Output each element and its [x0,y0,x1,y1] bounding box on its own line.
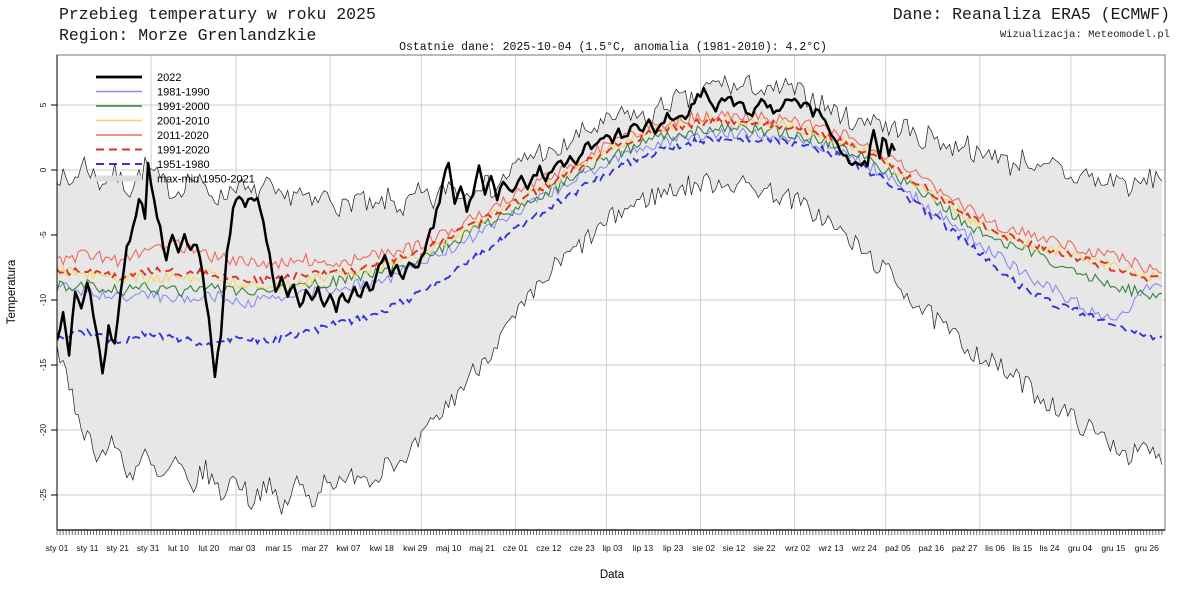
legend-label: 1951-1980 [157,159,210,171]
y-tick-label: -20 [38,424,48,437]
series-1981-1990 [57,124,1163,321]
legend-item-max-min-1950-2021: max-min 1950-2021 [96,173,255,185]
x-minor-ticks [56,530,1163,535]
x-tick-label: sty 21 [106,543,129,553]
band-upper-outline [57,74,1163,218]
series-current-year [57,86,896,379]
band-lower-outline [57,172,1163,515]
x-tick-label: sty 01 [46,543,69,553]
x-tick-label: lut 10 [168,543,189,553]
x-axis-title: Data [599,569,625,581]
x-tick-label: kwi 07 [336,543,360,553]
legend-item-1951-1980: 1951-1980 [96,159,210,171]
legend-item-2001-2010: 2001-2010 [96,115,210,127]
legend-label: 1991-2020 [157,144,210,156]
y-ticks: 5 0 -5 -10 -15 -20 -25 [38,102,57,501]
x-tick-label: cze 01 [503,543,528,553]
series-2011-2020 [57,110,1163,274]
legend-label: 2022 [157,72,181,84]
x-tick-label: lis 15 [1012,543,1032,553]
x-tick-label: sie 02 [692,543,715,553]
legend-item-2022: 2022 [96,72,181,84]
band-max-min-area [57,75,1162,515]
x-tick-label: cze 12 [536,543,561,553]
x-tick-label: mar 03 [229,543,256,553]
x-tick-label: lis 24 [1040,543,1060,553]
series-1951-1980 [57,134,1163,348]
x-tick-label: wrz 13 [818,543,844,553]
x-tick-label: wrz 24 [851,543,877,553]
legend-item-1981-1990: 1981-1990 [96,86,210,98]
page-title: Przebieg temperatury w roku 2025 [59,5,376,24]
y-tick-label: -5 [38,231,48,239]
legend-item-2011-2020: 2011-2020 [96,130,209,142]
x-tick-label: wrz 02 [784,543,810,553]
x-tick-label: sty 11 [76,543,98,553]
x-tick-label: lip 23 [663,543,684,553]
y-tick-label: -15 [38,359,48,372]
legend-label: 2011-2020 [157,130,209,142]
series-2001-2010 [57,114,1163,292]
legend-label: max-min 1950-2021 [157,173,255,185]
legend-item-1991-2000: 1991-2000 [96,101,210,113]
y-axis-title: Temperatura [6,259,18,325]
x-tick-label: lis 06 [985,543,1005,553]
y-tick-label: 0 [38,167,48,172]
x-tick-label: lut 20 [198,543,219,553]
plot-area [57,74,1163,515]
x-tick-label: sie 12 [723,543,746,553]
x-tick-label: kwi 29 [403,543,427,553]
legend-item-1991-2020: 1991-2020 [96,144,210,156]
x-tick-label: gru 04 [1068,543,1092,553]
x-tick-label: lip 13 [633,543,654,553]
x-tick-label: sie 22 [753,543,776,553]
visualization-credit: Wizualizacja: Meteomodel.pl [999,29,1170,41]
y-tick-label: -25 [38,489,48,502]
x-tick-label: lip 03 [602,543,623,553]
x-tick-label: maj 10 [436,543,462,553]
region-subtitle: Region: Morze Grenlandzkie [59,26,317,45]
x-tick-label: paź 16 [919,543,945,553]
x-tick-label: cze 23 [570,543,595,553]
data-source-label: Dane: Reanaliza ERA5 (ECMWF) [892,5,1170,24]
x-tick-labels: sty 01 sty 11 sty 21 sty 31 lut 10 lut 20 mar … [46,543,1159,553]
x-tick-label: gru 26 [1135,543,1159,553]
x-tick-label: mar 27 [302,543,329,553]
x-tick-label: mar 15 [265,543,292,553]
x-tick-label: gru 15 [1101,543,1125,553]
y-tick-label: 5 [38,102,48,107]
x-tick-label: maj 21 [469,543,495,553]
x-tick-label: paź 05 [885,543,911,553]
legend-label: 1991-2000 [157,101,210,113]
series-1991-2000 [57,122,1163,301]
legend-label: 2001-2010 [157,115,210,127]
x-tick-label: kwi 18 [370,543,394,553]
x-tick-label: paź 27 [952,543,978,553]
legend: 2022 1981-1990 1991-2000 2001-2010 2011-2020… [96,72,255,185]
x-tick-label: sty 31 [137,543,160,553]
y-tick-label: -10 [38,294,48,307]
series-1991-2020 [57,116,1163,287]
latest-data-annotation: Ostatnie dane: 2025-10-04 (1.5°C, anomal… [399,41,827,54]
legend-label: 1981-1990 [157,86,210,98]
